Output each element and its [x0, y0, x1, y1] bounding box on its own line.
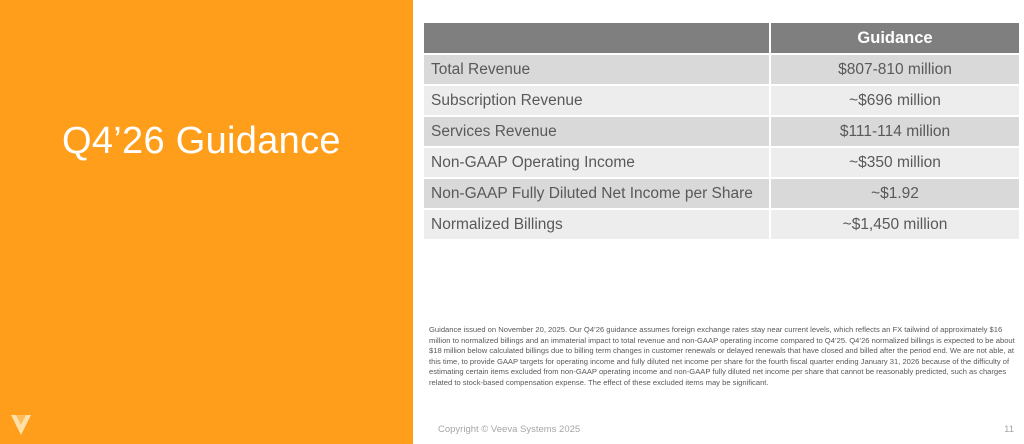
veeva-logo-icon: [11, 415, 31, 435]
table-row: Subscription Revenue ~$696 million: [424, 86, 1019, 117]
slide-title: Q4’26 Guidance: [62, 120, 341, 162]
copyright: Copyright © Veeva Systems 2025: [438, 424, 581, 435]
row-label: Total Revenue: [424, 55, 771, 86]
row-label: Services Revenue: [424, 117, 771, 148]
row-value: $111-114 million: [771, 117, 1019, 148]
row-label: Subscription Revenue: [424, 86, 771, 117]
row-value: $807-810 million: [771, 55, 1019, 86]
row-value: ~$1,450 million: [771, 210, 1019, 241]
guidance-table: Guidance Total Revenue $807-810 million …: [424, 23, 1019, 241]
row-value: ~$350 million: [771, 148, 1019, 179]
table-row: Non-GAAP Operating Income ~$350 million: [424, 148, 1019, 179]
page-number: 11: [1004, 424, 1014, 435]
row-label: Normalized Billings: [424, 210, 771, 241]
table-row: Normalized Billings ~$1,450 million: [424, 210, 1019, 241]
table-row: Services Revenue $111-114 million: [424, 117, 1019, 148]
title-panel: Q4’26 Guidance: [0, 0, 413, 444]
row-label: Non-GAAP Operating Income: [424, 148, 771, 179]
table-row: Non-GAAP Fully Diluted Net Income per Sh…: [424, 179, 1019, 210]
header-metric: [424, 23, 771, 55]
table-header-row: Guidance: [424, 23, 1019, 55]
table-row: Total Revenue $807-810 million: [424, 55, 1019, 86]
header-guidance: Guidance: [771, 23, 1019, 55]
footnote: Guidance issued on November 20, 2025. Ou…: [429, 325, 1015, 387]
row-value: ~$696 million: [771, 86, 1019, 117]
row-value: ~$1.92: [771, 179, 1019, 210]
row-label: Non-GAAP Fully Diluted Net Income per Sh…: [424, 179, 771, 210]
